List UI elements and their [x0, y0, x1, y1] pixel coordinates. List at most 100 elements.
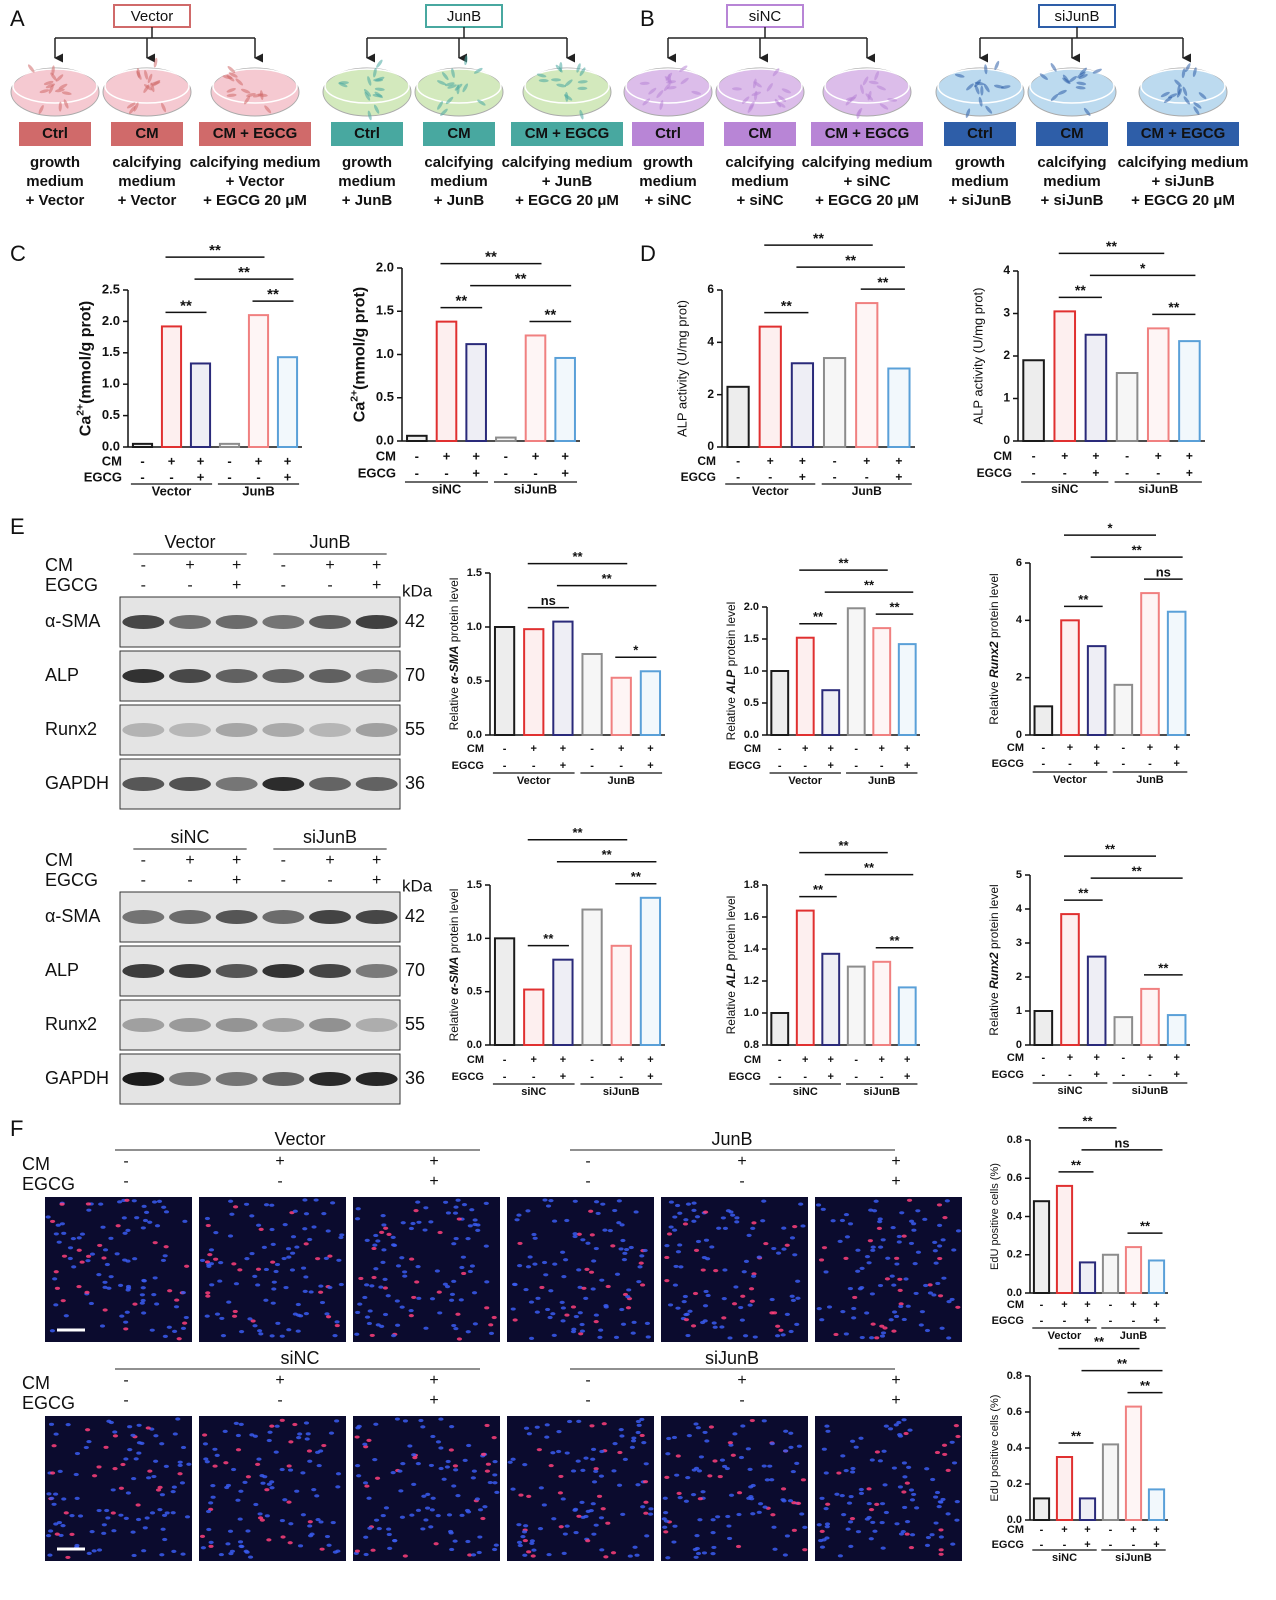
- sign: +: [618, 1054, 624, 1066]
- dish-rim: [625, 68, 711, 104]
- sign: -: [1148, 1069, 1152, 1081]
- nucleus: [408, 1226, 415, 1231]
- nucleus: [134, 1216, 140, 1220]
- nucleus: [882, 1483, 888, 1487]
- bar: [872, 627, 892, 736]
- nucleus: [117, 1200, 123, 1204]
- row-label: CM: [45, 850, 73, 870]
- nucleus: [182, 1321, 188, 1325]
- sign: -: [281, 557, 286, 574]
- cell: [444, 82, 455, 87]
- nucleus: [764, 1478, 770, 1482]
- nucleus: [233, 1282, 240, 1286]
- nucleus: [124, 1198, 130, 1202]
- nucleus: [639, 1254, 645, 1258]
- nucleus: [516, 1523, 522, 1527]
- nucleus: [355, 1310, 361, 1315]
- sign: +: [168, 453, 176, 468]
- sign: +: [1067, 742, 1073, 754]
- nucleus: [761, 1199, 767, 1203]
- nucleus: [866, 1501, 872, 1506]
- nucleus: [465, 1330, 471, 1334]
- nucleus: [874, 1336, 880, 1340]
- nucleus: [286, 1328, 292, 1332]
- nucleus: [566, 1419, 573, 1424]
- band: [169, 964, 211, 978]
- nucleus: [632, 1545, 638, 1549]
- cell: [860, 84, 864, 95]
- nucleus: [938, 1548, 944, 1552]
- nucleus: [722, 1268, 728, 1272]
- nucleus: [790, 1298, 797, 1302]
- nucleus: [697, 1518, 703, 1522]
- nucleus: [283, 1285, 289, 1290]
- nucleus: [901, 1490, 907, 1494]
- nucleus: [316, 1463, 322, 1468]
- y-axis-label-part: protein level: [987, 884, 1001, 952]
- nucleus: [896, 1240, 902, 1244]
- nucleus: [795, 1296, 801, 1300]
- nucleus: [717, 1474, 723, 1479]
- group-label: siNC: [1052, 1552, 1077, 1564]
- bar: [554, 356, 576, 442]
- y-tick-label: 1.4: [744, 943, 760, 955]
- nucleus: [894, 1262, 900, 1266]
- protein-label: ALP: [45, 665, 79, 685]
- significance-label: **: [602, 847, 613, 862]
- nucleus: [815, 1203, 822, 1207]
- bar: [1147, 1488, 1166, 1522]
- nucleus: [703, 1238, 710, 1242]
- nucleus: [296, 1436, 302, 1440]
- nucleus: [591, 1532, 597, 1536]
- nucleus: [937, 1256, 943, 1261]
- bar: [1078, 1261, 1097, 1295]
- sign: +: [1147, 742, 1153, 754]
- cell: [865, 93, 874, 101]
- nucleus: [304, 1437, 310, 1441]
- y-axis-label-part: Relative: [987, 678, 1001, 725]
- nucleus: [208, 1540, 214, 1544]
- nucleus: [363, 1535, 369, 1539]
- nucleus: [638, 1261, 644, 1265]
- nucleus: [847, 1286, 853, 1291]
- nucleus: [53, 1303, 59, 1307]
- nucleus: [637, 1265, 643, 1269]
- sign: -: [854, 1054, 858, 1066]
- bar: [1178, 340, 1201, 442]
- nucleus: [826, 1305, 833, 1309]
- nucleus: [362, 1442, 368, 1446]
- nucleus: [59, 1202, 65, 1206]
- nucleus: [53, 1432, 59, 1436]
- condition-box: [944, 122, 1016, 146]
- nucleus: [707, 1474, 713, 1478]
- nucleus: [824, 1522, 831, 1526]
- sign: -: [1132, 1315, 1136, 1327]
- nucleus: [281, 1256, 287, 1261]
- nucleus: [625, 1306, 632, 1310]
- nucleus: [273, 1269, 279, 1274]
- nucleus: [205, 1509, 212, 1514]
- sign: +: [802, 1054, 808, 1066]
- y-axis-label-part: Relative: [987, 989, 1001, 1036]
- sign: +: [560, 760, 566, 772]
- nucleus: [409, 1257, 415, 1261]
- band: [309, 1018, 351, 1032]
- cell: [367, 76, 372, 86]
- nucleus: [415, 1200, 421, 1204]
- nucleus: [548, 1463, 554, 1468]
- sign: +: [828, 760, 834, 772]
- cell: [691, 90, 702, 95]
- nucleus: [391, 1243, 398, 1247]
- sign: -: [778, 743, 782, 755]
- nucleus: [942, 1452, 948, 1457]
- nucleus: [510, 1307, 516, 1311]
- nucleus: [163, 1245, 169, 1249]
- row-label: EGCG: [681, 470, 716, 484]
- nucleus: [355, 1207, 361, 1211]
- bar: [581, 653, 603, 736]
- nucleus: [830, 1219, 836, 1223]
- row-label: CM: [467, 1054, 484, 1066]
- nucleus: [792, 1253, 798, 1257]
- nucleus: [531, 1232, 537, 1237]
- nucleus: [307, 1459, 313, 1463]
